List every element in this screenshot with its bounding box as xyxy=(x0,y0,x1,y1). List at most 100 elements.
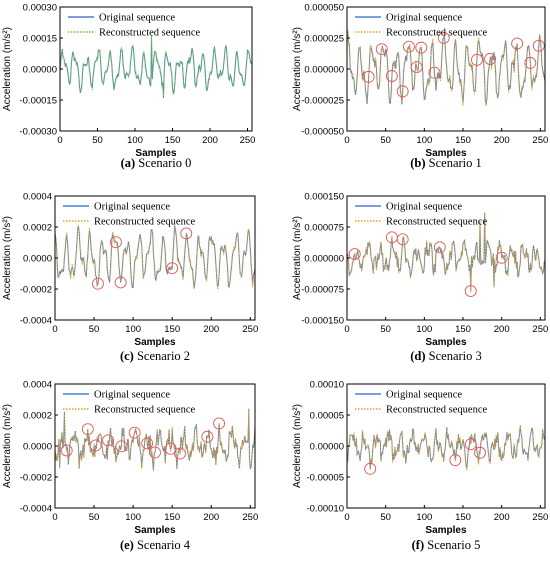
panel-caption-letter: (d) xyxy=(410,349,426,363)
legend-label-reconstructed: Reconstructed sequence xyxy=(386,28,488,39)
error-marker-circle xyxy=(396,233,409,246)
series-reconstructed-line xyxy=(59,35,253,97)
error-marker-circle xyxy=(114,276,127,289)
panel-caption-text: Scenario 4 xyxy=(133,538,191,552)
x-tick-label: 250 xyxy=(242,324,258,335)
x-tick-label: 0 xyxy=(52,512,57,523)
x-tick-label: 0 xyxy=(344,135,349,146)
y-tick-label: -0.000050 xyxy=(301,126,344,137)
x-tick-label: 200 xyxy=(494,324,510,335)
legend-label-reconstructed: Reconstructed sequence xyxy=(386,405,488,416)
error-marker-circle xyxy=(402,40,415,53)
x-tick-label: 50 xyxy=(89,512,100,523)
legend-label-original: Original sequence xyxy=(386,390,462,401)
y-tick-label: 0.000050 xyxy=(304,2,344,13)
panel-caption: (a) Scenario 0 xyxy=(121,156,192,171)
y-tick-label: 0.00030 xyxy=(23,2,57,13)
legend-label-original: Original sequence xyxy=(386,202,462,213)
x-tick-label: 150 xyxy=(455,135,471,146)
panel-caption-letter: (e) xyxy=(119,538,134,552)
panel-caption: (b) Scenario 1 xyxy=(410,156,482,171)
error-marker-circle xyxy=(348,248,361,261)
y-tick-label: 0.00000 xyxy=(23,64,57,75)
x-tick-label: 250 xyxy=(532,135,548,146)
x-axis-title: Samples xyxy=(425,337,467,348)
error-marker-circle xyxy=(428,66,441,79)
y-axis-title: Acceleration (m/s²) xyxy=(2,27,13,111)
error-marker-circle xyxy=(464,438,477,451)
x-axis-title: Samples xyxy=(425,525,467,536)
y-axis-title: Acceleration (m/s²) xyxy=(2,404,13,488)
panel-caption: (f) Scenario 5 xyxy=(412,538,481,553)
y-tick-label: 0.0000 xyxy=(23,441,52,452)
x-tick-label: 150 xyxy=(164,512,180,523)
panel-caption-text: Scenario 2 xyxy=(133,349,191,363)
x-tick-label: 250 xyxy=(532,324,548,335)
y-tick-label: 0.0002 xyxy=(23,222,52,233)
y-tick-label: -0.000150 xyxy=(301,315,344,326)
error-marker-circle xyxy=(362,70,375,83)
legend-label-reconstructed: Reconstructed sequence xyxy=(94,217,196,228)
panel-caption-letter: (a) xyxy=(120,156,136,170)
x-tick-label: 50 xyxy=(380,324,391,335)
panel-caption: (e) Scenario 4 xyxy=(120,538,190,553)
y-tick-label: -0.00015 xyxy=(19,95,57,106)
y-tick-label: -0.000075 xyxy=(301,284,344,295)
x-tick-label: 200 xyxy=(203,512,219,523)
y-axis-title: Acceleration (m/s²) xyxy=(292,404,303,488)
series-reconstructed-line xyxy=(54,224,256,289)
y-tick-label: 0.00010 xyxy=(310,379,344,390)
x-tick-label: 0 xyxy=(344,324,349,335)
x-tick-label: 50 xyxy=(89,324,100,335)
x-tick-label: 200 xyxy=(202,135,218,146)
x-tick-label: 150 xyxy=(455,324,471,335)
y-tick-label: -0.00030 xyxy=(19,126,57,137)
error-marker-circle xyxy=(213,417,226,430)
x-tick-label: 200 xyxy=(203,324,219,335)
x-tick-label: 150 xyxy=(165,135,181,146)
error-marker-circle xyxy=(166,262,179,275)
x-tick-label: 200 xyxy=(494,135,510,146)
series-reconstructed-line xyxy=(346,30,546,107)
x-tick-label: 100 xyxy=(125,324,141,335)
x-tick-label: 100 xyxy=(416,324,432,335)
panel-caption-text: Scenario 3 xyxy=(425,349,482,363)
error-marker-circle xyxy=(410,61,423,74)
error-marker-circle xyxy=(364,462,377,475)
error-marker-circle xyxy=(149,446,161,459)
plot-frame xyxy=(346,383,546,509)
error-marker-circle xyxy=(396,85,409,98)
panel-caption: (c) Scenario 2 xyxy=(120,349,190,364)
error-marker-circle xyxy=(385,70,398,82)
x-tick-label: 250 xyxy=(240,135,256,146)
y-tick-label: -0.00005 xyxy=(306,472,344,483)
error-marker-circle xyxy=(89,439,102,452)
y-tick-label: 0.000075 xyxy=(304,222,344,233)
y-tick-label: -0.000025 xyxy=(301,95,344,106)
x-tick-label: 250 xyxy=(532,512,548,523)
x-tick-label: 250 xyxy=(242,512,258,523)
legend-label-original: Original sequence xyxy=(94,202,170,213)
error-marker-circle xyxy=(437,31,450,44)
x-axis-title: Samples xyxy=(425,148,467,159)
x-tick-label: 50 xyxy=(380,135,391,146)
panel-caption-letter: (f) xyxy=(411,538,425,552)
series-reconstructed-line xyxy=(54,410,256,472)
series-reconstructed-line xyxy=(346,424,546,471)
series-original-line xyxy=(346,425,546,469)
error-marker-circle xyxy=(532,39,545,52)
y-tick-label: 0.00000 xyxy=(310,441,344,452)
y-tick-label: 0.00015 xyxy=(23,33,57,44)
error-marker-circle xyxy=(433,241,446,254)
x-tick-label: 100 xyxy=(416,512,432,523)
x-tick-label: 100 xyxy=(125,512,141,523)
x-tick-label: 200 xyxy=(494,512,510,523)
x-tick-label: 150 xyxy=(164,324,180,335)
x-tick-label: 50 xyxy=(380,512,391,523)
error-marker-circle xyxy=(470,53,483,66)
y-tick-label: 0.000000 xyxy=(304,253,344,264)
